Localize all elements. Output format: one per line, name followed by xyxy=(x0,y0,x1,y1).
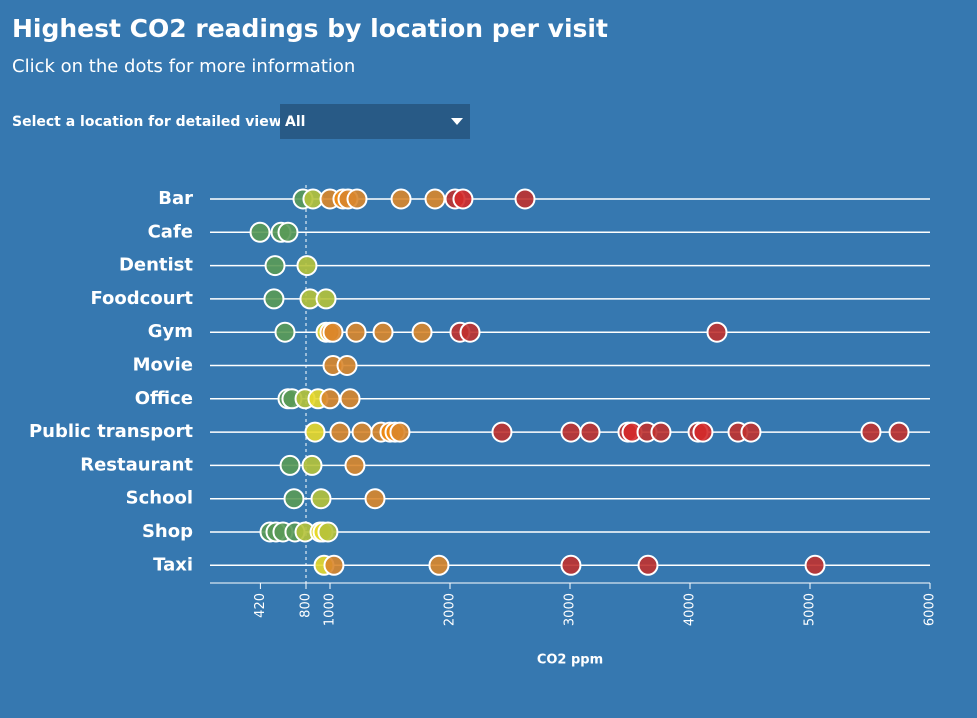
dot[interactable] xyxy=(345,321,367,343)
dot[interactable] xyxy=(279,454,301,476)
x-tick-label: 6000 xyxy=(923,593,938,626)
dot[interactable] xyxy=(274,321,296,343)
dot[interactable] xyxy=(390,188,412,210)
dot[interactable] xyxy=(514,188,536,210)
dot[interactable] xyxy=(491,421,513,443)
dot[interactable] xyxy=(264,255,286,277)
dot[interactable] xyxy=(329,421,351,443)
dot[interactable] xyxy=(424,188,446,210)
dropdown-box[interactable] xyxy=(280,104,470,139)
dot[interactable] xyxy=(579,421,601,443)
category-label: Restaurant xyxy=(80,454,193,475)
dot[interactable] xyxy=(411,321,433,343)
dot[interactable] xyxy=(323,554,345,576)
dot[interactable] xyxy=(860,421,882,443)
dot[interactable] xyxy=(452,188,474,210)
x-tick-label: 4000 xyxy=(683,593,698,626)
chart-subtitle: Click on the dots for more information xyxy=(12,56,355,77)
dot[interactable] xyxy=(344,454,366,476)
category-label: Cafe xyxy=(148,221,193,242)
x-tick-label: 5000 xyxy=(803,593,818,626)
dot[interactable] xyxy=(283,488,305,510)
x-tick-label: 2000 xyxy=(443,593,458,626)
dot[interactable] xyxy=(428,554,450,576)
x-tick-label: 420 xyxy=(253,593,268,618)
category-label: Movie xyxy=(133,355,193,376)
dot[interactable] xyxy=(249,221,271,243)
dot[interactable] xyxy=(304,421,326,443)
dot[interactable] xyxy=(372,321,394,343)
category-label: Bar xyxy=(158,188,193,209)
category-label: Foodcourt xyxy=(90,288,193,309)
dropdown-label: Select a location for detailed view xyxy=(12,114,282,130)
dot[interactable] xyxy=(263,288,285,310)
dot[interactable] xyxy=(740,421,762,443)
category-label: Office xyxy=(135,388,193,409)
dot[interactable] xyxy=(310,488,332,510)
dot[interactable] xyxy=(277,221,299,243)
dot[interactable] xyxy=(888,421,910,443)
dot[interactable] xyxy=(560,554,582,576)
category-label: Taxi xyxy=(153,554,193,575)
dot[interactable] xyxy=(315,288,337,310)
x-axis-label: CO2 ppm xyxy=(537,653,603,668)
dropdown-value[interactable]: All xyxy=(285,114,305,130)
dot[interactable] xyxy=(317,521,339,543)
dot[interactable] xyxy=(389,421,411,443)
dot[interactable] xyxy=(459,321,481,343)
dot[interactable] xyxy=(351,421,373,443)
category-label: Dentist xyxy=(119,255,193,276)
dropdown[interactable]: All xyxy=(280,104,470,139)
dot[interactable] xyxy=(692,421,714,443)
x-tick-label: 3000 xyxy=(563,593,578,626)
dot[interactable] xyxy=(336,355,358,376)
dot[interactable] xyxy=(319,388,341,410)
x-tick-label: 1000 xyxy=(323,593,338,626)
category-label: Gym xyxy=(148,321,193,342)
dot[interactable] xyxy=(560,421,582,443)
dot[interactable] xyxy=(346,188,368,210)
dot[interactable] xyxy=(339,388,361,410)
dot[interactable] xyxy=(364,488,386,510)
dot[interactable] xyxy=(637,554,659,576)
dot[interactable] xyxy=(650,421,672,443)
dot[interactable] xyxy=(804,554,826,576)
category-label: Shop xyxy=(142,521,193,542)
x-tick-label: 800 xyxy=(299,593,314,618)
dropdown-arrow[interactable] xyxy=(451,118,463,125)
chart-title: Highest CO2 readings by location per vis… xyxy=(12,14,608,43)
dot[interactable] xyxy=(301,454,323,476)
category-label: Public transport xyxy=(29,421,193,442)
category-label: School xyxy=(126,488,193,509)
dot[interactable] xyxy=(706,321,728,343)
dot[interactable] xyxy=(296,255,318,277)
dot[interactable] xyxy=(322,321,344,343)
